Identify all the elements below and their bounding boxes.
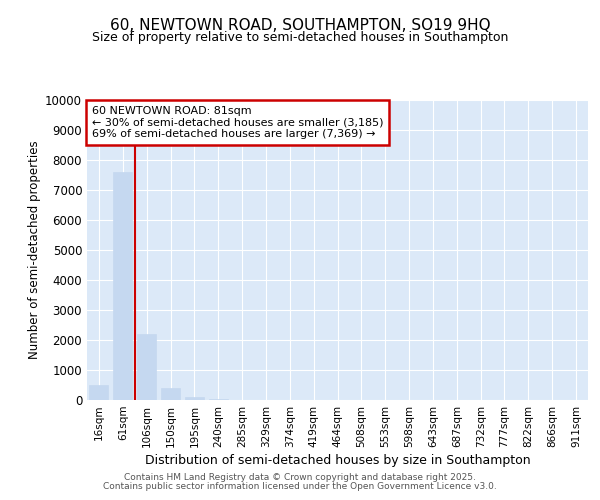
Bar [209,399,228,400]
Text: Size of property relative to semi-detached houses in Southampton: Size of property relative to semi-detach… [92,31,508,44]
Bar [161,388,180,400]
Text: Contains HM Land Registry data © Crown copyright and database right 2025.: Contains HM Land Registry data © Crown c… [124,474,476,482]
Bar [89,385,109,400]
Bar [137,334,156,400]
Text: Contains public sector information licensed under the Open Government Licence v3: Contains public sector information licen… [103,482,497,491]
Bar [113,172,133,400]
Text: 60 NEWTOWN ROAD: 81sqm
← 30% of semi-detached houses are smaller (3,185)
69% of : 60 NEWTOWN ROAD: 81sqm ← 30% of semi-det… [92,106,383,139]
Y-axis label: Number of semi-detached properties: Number of semi-detached properties [28,140,41,360]
Text: 60, NEWTOWN ROAD, SOUTHAMPTON, SO19 9HQ: 60, NEWTOWN ROAD, SOUTHAMPTON, SO19 9HQ [110,18,490,32]
Bar [185,397,204,400]
X-axis label: Distribution of semi-detached houses by size in Southampton: Distribution of semi-detached houses by … [145,454,530,467]
